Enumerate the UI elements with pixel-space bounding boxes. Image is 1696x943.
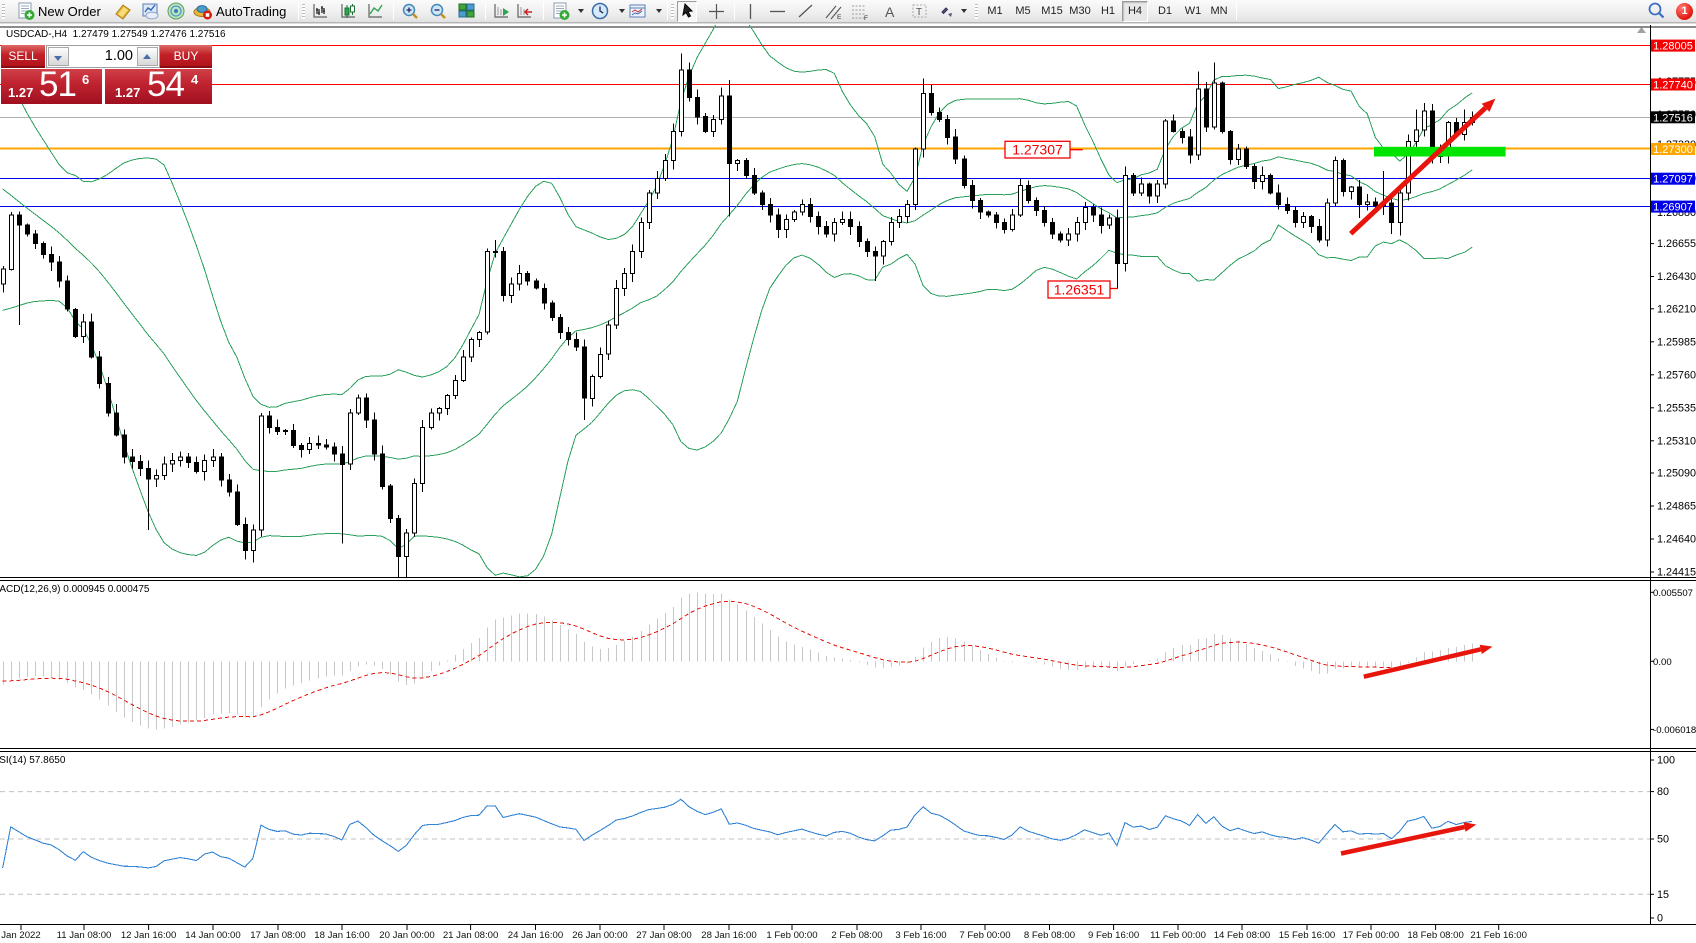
svg-text:24 Jan 16:00: 24 Jan 16:00 xyxy=(508,930,563,941)
svg-text:1.26210: 1.26210 xyxy=(1657,303,1696,315)
svg-text:1.25090: 1.25090 xyxy=(1657,468,1696,480)
svg-text:1.27307: 1.27307 xyxy=(1012,142,1063,158)
svg-text:1.26907: 1.26907 xyxy=(1653,202,1693,214)
svg-text:1.25535: 1.25535 xyxy=(1657,402,1696,414)
svg-text:1 Feb 00:00: 1 Feb 00:00 xyxy=(766,930,817,941)
svg-text:11 Jan 08:00: 11 Jan 08:00 xyxy=(57,930,112,941)
svg-text:21 Feb 16:00: 21 Feb 16:00 xyxy=(1470,930,1527,941)
svg-text:-0.006018: -0.006018 xyxy=(1653,725,1696,736)
svg-text:0: 0 xyxy=(1657,913,1663,925)
svg-text:12 Jan 16:00: 12 Jan 16:00 xyxy=(121,930,176,941)
svg-text:100: 100 xyxy=(1657,755,1675,767)
svg-text:9 Feb 16:00: 9 Feb 16:00 xyxy=(1088,930,1139,941)
svg-text:18 Feb 08:00: 18 Feb 08:00 xyxy=(1407,930,1464,941)
svg-text:1.28005: 1.28005 xyxy=(1653,41,1693,53)
svg-text:RSI(14) 57.8650: RSI(14) 57.8650 xyxy=(0,755,66,766)
svg-text:F: F xyxy=(864,15,868,21)
svg-text:1.24415: 1.24415 xyxy=(1657,567,1696,579)
svg-text:1.26655: 1.26655 xyxy=(1657,238,1696,250)
svg-text:1.27740: 1.27740 xyxy=(1653,80,1693,92)
svg-text:11 Feb 00:00: 11 Feb 00:00 xyxy=(1150,930,1206,941)
svg-text:17 Jan 08:00: 17 Jan 08:00 xyxy=(250,930,305,941)
svg-text:1.25760: 1.25760 xyxy=(1657,369,1696,381)
svg-text:14 Jan 00:00: 14 Jan 00:00 xyxy=(185,930,240,941)
svg-text:1.26351: 1.26351 xyxy=(1054,282,1105,298)
svg-text:USDCAD-,H4 1.27479 1.27549 1.: USDCAD-,H4 1.27479 1.27549 1.27476 1.275… xyxy=(6,29,226,40)
svg-text:14 Feb 08:00: 14 Feb 08:00 xyxy=(1214,930,1271,941)
svg-text:21 Jan 08:00: 21 Jan 08:00 xyxy=(443,930,498,941)
svg-text:17 Feb 00:00: 17 Feb 00:00 xyxy=(1343,930,1400,941)
svg-text:7 Feb 00:00: 7 Feb 00:00 xyxy=(959,930,1010,941)
svg-text:2 Feb 08:00: 2 Feb 08:00 xyxy=(831,930,882,941)
svg-text:8 Feb 08:00: 8 Feb 08:00 xyxy=(1024,930,1075,941)
svg-text:E: E xyxy=(837,14,842,21)
svg-text:27 Jan 08:00: 27 Jan 08:00 xyxy=(636,930,691,941)
svg-text:1.25985: 1.25985 xyxy=(1657,336,1696,348)
svg-text:1.27097: 1.27097 xyxy=(1653,174,1693,186)
svg-text:0.005507: 0.005507 xyxy=(1653,588,1693,599)
svg-text:MACD(12,26,9) 0.000945 0.00047: MACD(12,26,9) 0.000945 0.000475 xyxy=(0,584,150,595)
svg-text:1.25310: 1.25310 xyxy=(1657,435,1696,447)
svg-text:3 Feb 16:00: 3 Feb 16:00 xyxy=(895,930,946,941)
svg-text:50: 50 xyxy=(1657,834,1669,846)
svg-text:15: 15 xyxy=(1657,889,1669,901)
svg-text:15 Feb 16:00: 15 Feb 16:00 xyxy=(1279,930,1336,941)
svg-text:28 Jan 16:00: 28 Jan 16:00 xyxy=(701,930,756,941)
svg-text:1.26430: 1.26430 xyxy=(1657,271,1696,283)
svg-text:1.24865: 1.24865 xyxy=(1657,501,1696,513)
svg-text:18 Jan 16:00: 18 Jan 16:00 xyxy=(314,930,369,941)
svg-text:26 Jan 00:00: 26 Jan 00:00 xyxy=(572,930,627,941)
svg-text:80: 80 xyxy=(1657,786,1669,798)
svg-text:0.00: 0.00 xyxy=(1653,657,1672,668)
svg-text:1.27516: 1.27516 xyxy=(1653,112,1693,124)
svg-text:1.24640: 1.24640 xyxy=(1657,534,1696,546)
svg-text:T: T xyxy=(916,7,922,18)
svg-text:Jan 2022: Jan 2022 xyxy=(1,930,40,941)
svg-text:20 Jan 00:00: 20 Jan 00:00 xyxy=(379,930,434,941)
svg-text:1.27300: 1.27300 xyxy=(1653,144,1693,156)
